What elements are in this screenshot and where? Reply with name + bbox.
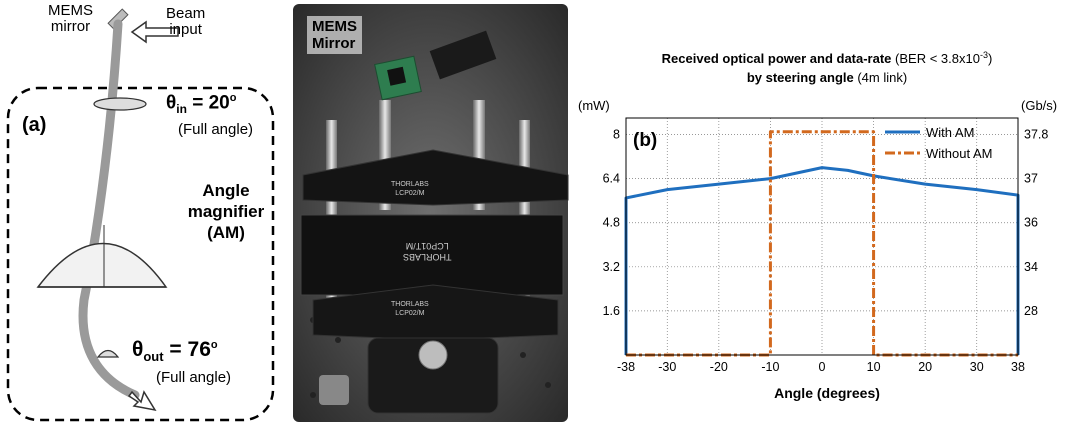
plot-frame bbox=[625, 117, 1019, 356]
legend: With AM Without AM bbox=[885, 125, 992, 161]
y-right-tick-label: 34 bbox=[1024, 260, 1038, 274]
dome-lens bbox=[36, 242, 168, 288]
x-tick-label: 20 bbox=[918, 360, 932, 374]
series-line-without-am bbox=[626, 130, 1018, 357]
legend-with-am-label: With AM bbox=[926, 125, 974, 140]
upper-cage-plate bbox=[302, 149, 569, 206]
lower-cage-plate bbox=[312, 284, 559, 341]
mems-chip bbox=[387, 66, 407, 86]
thumb-screw bbox=[418, 340, 448, 370]
y-right-unit: (Gb/s) bbox=[1021, 98, 1057, 113]
y-left-tick-label: 8 bbox=[613, 128, 620, 142]
beam-output-arrow bbox=[127, 390, 157, 412]
schematic-panel: MEMS mirror Beam input (a) θin = 20o (Fu… bbox=[0, 0, 290, 427]
input-lens bbox=[93, 97, 147, 111]
x-tick-label: 10 bbox=[867, 360, 881, 374]
chart-title-line2: by steering angle (4m link) bbox=[747, 70, 907, 85]
theta-in-label: θin = 20o bbox=[166, 92, 237, 117]
photo-caption: MEMS Mirror bbox=[307, 16, 362, 54]
top-mount bbox=[429, 30, 497, 80]
x-axis-label: Angle (degrees) bbox=[774, 385, 880, 401]
y-right-tick-label: 36 bbox=[1024, 216, 1038, 230]
series-line-with-am bbox=[624, 166, 1020, 355]
engraving-lower: THORLABS LCP02/M bbox=[391, 301, 429, 317]
beam-input-arrow bbox=[130, 20, 179, 44]
x-tick-label: -30 bbox=[658, 360, 676, 374]
y-right-tick-label: 37.8 bbox=[1024, 128, 1048, 142]
x-tick-label: 30 bbox=[970, 360, 984, 374]
panel-label-b: (b) bbox=[633, 130, 657, 151]
series-group bbox=[624, 130, 1020, 357]
y-left-tick-label: 6.4 bbox=[603, 172, 620, 186]
x-tick-label: -10 bbox=[761, 360, 779, 374]
angle-magnifier-label: Angle magnifier (AM) bbox=[187, 181, 265, 242]
theta-out-label: θout = 76o bbox=[132, 338, 218, 365]
x-tick-label: -20 bbox=[710, 360, 728, 374]
x-tick-label: 0 bbox=[819, 360, 826, 374]
tick-labels: -38 -30 -20 -10 0 10 20 30 38 1.6 3.2 4.8 6.4 8 28 34 36… bbox=[603, 128, 1049, 374]
legend-without-am-label: Without AM bbox=[926, 146, 992, 161]
panel-label-a: (a) bbox=[22, 114, 47, 136]
chart-svg: Received optical power and data-rate (BE… bbox=[578, 50, 1057, 401]
y-right-tick-label: 28 bbox=[1024, 304, 1038, 318]
y-left-unit: (mW) bbox=[578, 98, 610, 113]
theta-out-note: (Full angle) bbox=[156, 369, 232, 386]
photo-illustration bbox=[293, 4, 569, 422]
y-left-tick-label: 3.2 bbox=[603, 260, 620, 274]
beam-path bbox=[78, 19, 140, 400]
beam-input-label: Beam input bbox=[166, 5, 206, 38]
output-lens bbox=[96, 349, 120, 358]
y-right-tick-label: 37 bbox=[1024, 172, 1038, 186]
theta-in-note: (Full angle) bbox=[178, 121, 254, 138]
x-tick-label: -38 bbox=[617, 360, 635, 374]
mems-mirror-label: MEMS mirror bbox=[48, 2, 93, 35]
schematic-drawing bbox=[6, 8, 275, 422]
engraving-upper: THORLABS LCP02/M bbox=[391, 181, 429, 197]
side-knob bbox=[319, 375, 349, 405]
chart-panel: Received optical power and data-rate (BE… bbox=[575, 0, 1079, 427]
x-tick-label: 38 bbox=[1011, 360, 1025, 374]
y-left-tick-label: 1.6 bbox=[603, 304, 620, 318]
bottom-holder bbox=[367, 337, 499, 414]
chart-title-line1: Received optical power and data-rate (BE… bbox=[662, 50, 993, 66]
engraving-middle: THORLABS LCP01T/M bbox=[403, 241, 452, 262]
setup-photo: MEMS Mirror THORLABS LCP02/M THORLABS LC… bbox=[283, 0, 583, 427]
middle-cage-block bbox=[300, 214, 564, 296]
y-left-tick-label: 4.8 bbox=[603, 216, 620, 230]
